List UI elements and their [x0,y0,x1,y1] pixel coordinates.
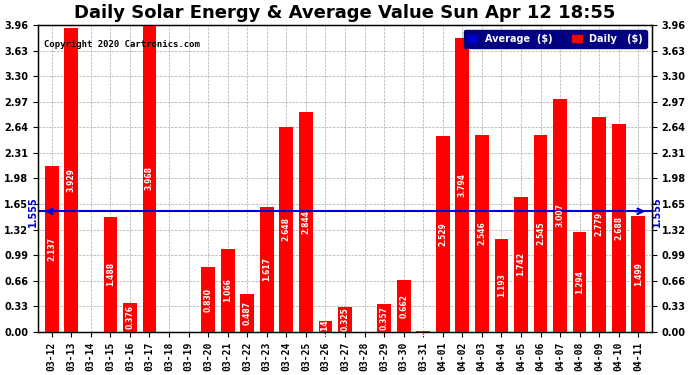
Text: 2.844: 2.844 [302,210,310,234]
Text: 1.555: 1.555 [652,196,662,227]
Bar [338,307,352,332]
Text: 3.794: 3.794 [458,173,467,197]
Text: 1.617: 1.617 [262,257,271,281]
Text: 0.662: 0.662 [399,294,408,318]
Text: 0.376: 0.376 [126,305,135,329]
Text: 1.294: 1.294 [575,270,584,294]
Bar [143,24,157,332]
Bar [592,117,606,332]
Bar [455,38,469,332]
Bar [221,249,235,332]
Bar [573,231,586,332]
Bar [631,216,645,332]
Bar [319,321,333,332]
Bar [495,239,509,332]
Bar [299,111,313,332]
Text: 2.648: 2.648 [282,217,291,241]
Bar [397,280,411,332]
Text: 2.545: 2.545 [536,221,545,245]
Bar [553,99,567,332]
Text: 1.066: 1.066 [223,279,232,302]
Bar [240,294,254,332]
Text: 2.137: 2.137 [47,237,56,261]
Bar [436,136,450,332]
Text: 0.487: 0.487 [243,301,252,325]
Bar [612,124,626,332]
Bar [201,267,215,332]
Text: 1.193: 1.193 [497,274,506,297]
Bar [514,197,528,332]
Bar [416,331,430,332]
Text: 3.929: 3.929 [67,168,76,192]
Bar [533,135,547,332]
Text: Copyright 2020 Cartronics.com: Copyright 2020 Cartronics.com [44,40,200,50]
Text: 1.499: 1.499 [634,262,643,286]
Text: 2.529: 2.529 [438,222,447,246]
Text: 2.546: 2.546 [477,221,486,245]
Bar [123,303,137,332]
Text: 3.007: 3.007 [555,203,564,227]
Text: 0.325: 0.325 [340,307,350,331]
Bar [475,135,489,332]
Text: 1.555: 1.555 [28,196,38,227]
Bar [279,127,293,332]
Bar [64,27,78,332]
Title: Daily Solar Energy & Average Value Sun Apr 12 18:55: Daily Solar Energy & Average Value Sun A… [75,4,615,22]
Text: 1.742: 1.742 [517,252,526,276]
Bar [104,216,117,332]
Text: 1.488: 1.488 [106,262,115,286]
Text: 0.013: 0.013 [419,319,428,343]
Text: 3.968: 3.968 [145,166,154,190]
Text: 0.141: 0.141 [321,314,330,338]
Text: 0.357: 0.357 [380,306,388,330]
Text: 2.688: 2.688 [614,216,623,240]
Text: 2.779: 2.779 [595,212,604,236]
Bar [377,304,391,332]
Bar [45,166,59,332]
Legend: Average  ($), Daily   ($): Average ($), Daily ($) [464,30,647,48]
Bar [260,207,274,332]
Text: 0.830: 0.830 [204,288,213,312]
